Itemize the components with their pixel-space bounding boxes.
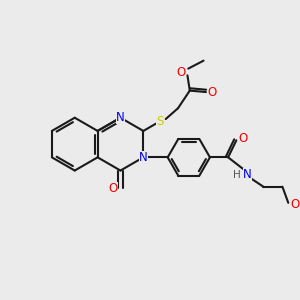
Text: O: O xyxy=(290,198,299,211)
Text: S: S xyxy=(156,115,164,128)
Text: O: O xyxy=(176,66,186,79)
Text: H: H xyxy=(233,170,241,180)
Text: O: O xyxy=(109,182,118,195)
Text: N: N xyxy=(243,168,252,182)
Text: N: N xyxy=(139,151,148,164)
Text: N: N xyxy=(116,111,125,124)
Text: O: O xyxy=(238,132,248,146)
Text: O: O xyxy=(208,85,217,99)
